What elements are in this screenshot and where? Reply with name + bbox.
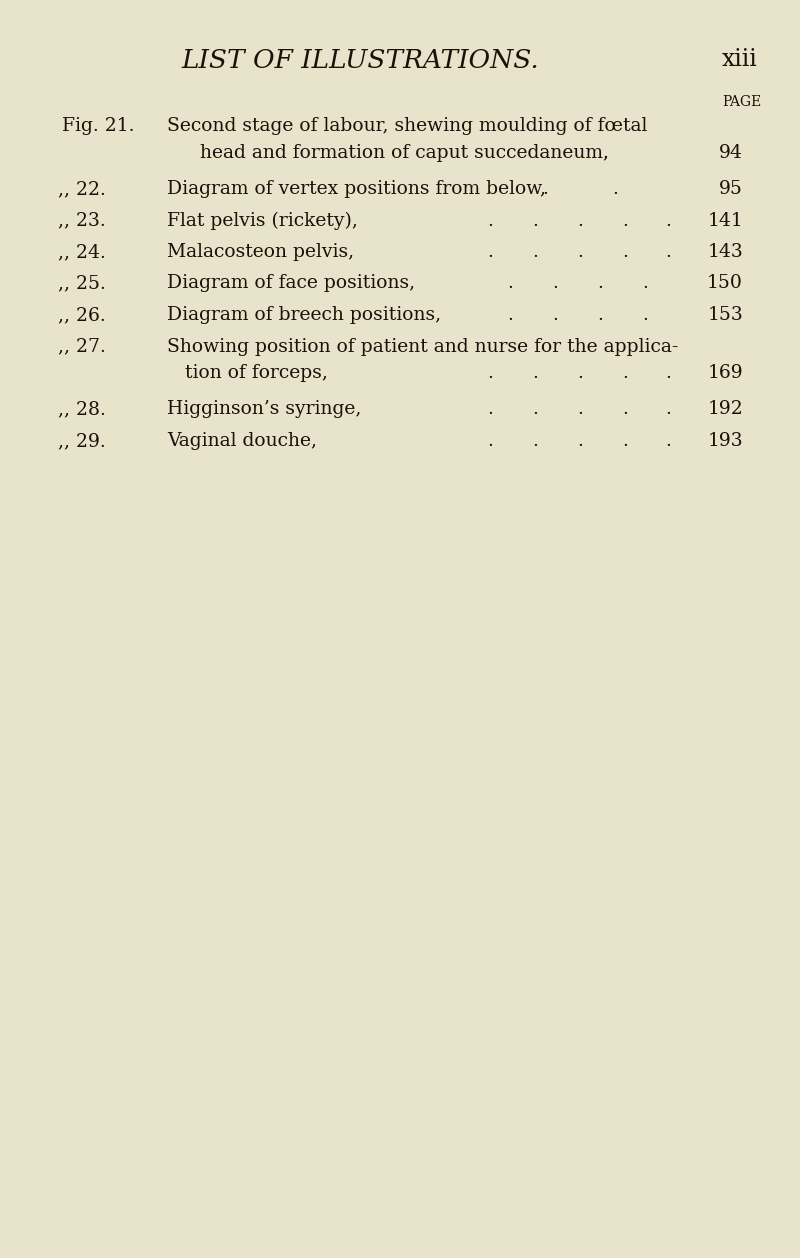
Text: .: . [612, 180, 618, 198]
Text: 143: 143 [707, 243, 743, 260]
Text: .: . [622, 400, 628, 419]
Text: Vaginal douche,: Vaginal douche, [167, 431, 317, 450]
Text: .: . [597, 306, 603, 325]
Text: .: . [602, 143, 608, 162]
Text: ,, 28.: ,, 28. [58, 400, 106, 419]
Text: .: . [552, 274, 558, 293]
Text: .: . [577, 365, 583, 382]
Text: .: . [507, 274, 513, 293]
Text: .: . [577, 211, 583, 229]
Text: .: . [542, 180, 548, 198]
Text: Malacosteon pelvis,: Malacosteon pelvis, [167, 243, 354, 260]
Text: Diagram of vertex positions from below,: Diagram of vertex positions from below, [167, 180, 546, 198]
Text: .: . [597, 274, 603, 293]
Text: .: . [532, 400, 538, 419]
Text: .: . [552, 306, 558, 325]
Text: .: . [487, 243, 493, 260]
Text: head and formation of caput succedaneum,: head and formation of caput succedaneum, [200, 143, 609, 162]
Text: .: . [532, 365, 538, 382]
Text: .: . [487, 431, 493, 450]
Text: ,, 27.: ,, 27. [58, 337, 106, 356]
Text: .: . [532, 431, 538, 450]
Text: .: . [665, 243, 671, 260]
Text: 141: 141 [707, 211, 743, 229]
Text: .: . [487, 211, 493, 229]
Text: .: . [487, 400, 493, 419]
Text: .: . [622, 211, 628, 229]
Text: .: . [577, 431, 583, 450]
Text: .: . [577, 243, 583, 260]
Text: ,, 23.: ,, 23. [58, 211, 106, 229]
Text: xiii: xiii [722, 49, 758, 72]
Text: .: . [622, 243, 628, 260]
Text: ,, 22.: ,, 22. [58, 180, 106, 198]
Text: Fig. 21.: Fig. 21. [62, 117, 134, 135]
Text: ,, 26.: ,, 26. [58, 306, 106, 325]
Text: .: . [642, 306, 648, 325]
Text: Diagram of breech positions,: Diagram of breech positions, [167, 306, 441, 325]
Text: tion of forceps,: tion of forceps, [185, 365, 328, 382]
Text: 94: 94 [719, 143, 743, 162]
Text: Showing position of patient and nurse for the applica-: Showing position of patient and nurse fo… [167, 337, 678, 356]
Text: Flat pelvis (rickety),: Flat pelvis (rickety), [167, 211, 358, 230]
Text: .: . [622, 365, 628, 382]
Text: .: . [665, 211, 671, 229]
Text: PAGE: PAGE [722, 96, 762, 109]
Text: 95: 95 [719, 180, 743, 198]
Text: Second stage of labour, shewing moulding of fœtal: Second stage of labour, shewing moulding… [167, 117, 647, 135]
Text: LIST OF ILLUSTRATIONS.: LIST OF ILLUSTRATIONS. [181, 48, 539, 73]
Text: 192: 192 [707, 400, 743, 419]
Text: .: . [642, 274, 648, 293]
Text: .: . [577, 400, 583, 419]
Text: Diagram of face positions,: Diagram of face positions, [167, 274, 415, 293]
Text: 169: 169 [707, 365, 743, 382]
Text: .: . [665, 365, 671, 382]
Text: .: . [665, 400, 671, 419]
Text: .: . [532, 211, 538, 229]
Text: .: . [507, 306, 513, 325]
Text: 150: 150 [707, 274, 743, 293]
Text: ,, 25.: ,, 25. [58, 274, 106, 293]
Text: Higginson’s syringe,: Higginson’s syringe, [167, 400, 362, 419]
Text: ,, 24.: ,, 24. [58, 243, 106, 260]
Text: ,, 29.: ,, 29. [58, 431, 106, 450]
Text: .: . [487, 365, 493, 382]
Text: 193: 193 [707, 431, 743, 450]
Text: .: . [665, 431, 671, 450]
Text: .: . [532, 243, 538, 260]
Text: .: . [622, 431, 628, 450]
Text: 153: 153 [707, 306, 743, 325]
